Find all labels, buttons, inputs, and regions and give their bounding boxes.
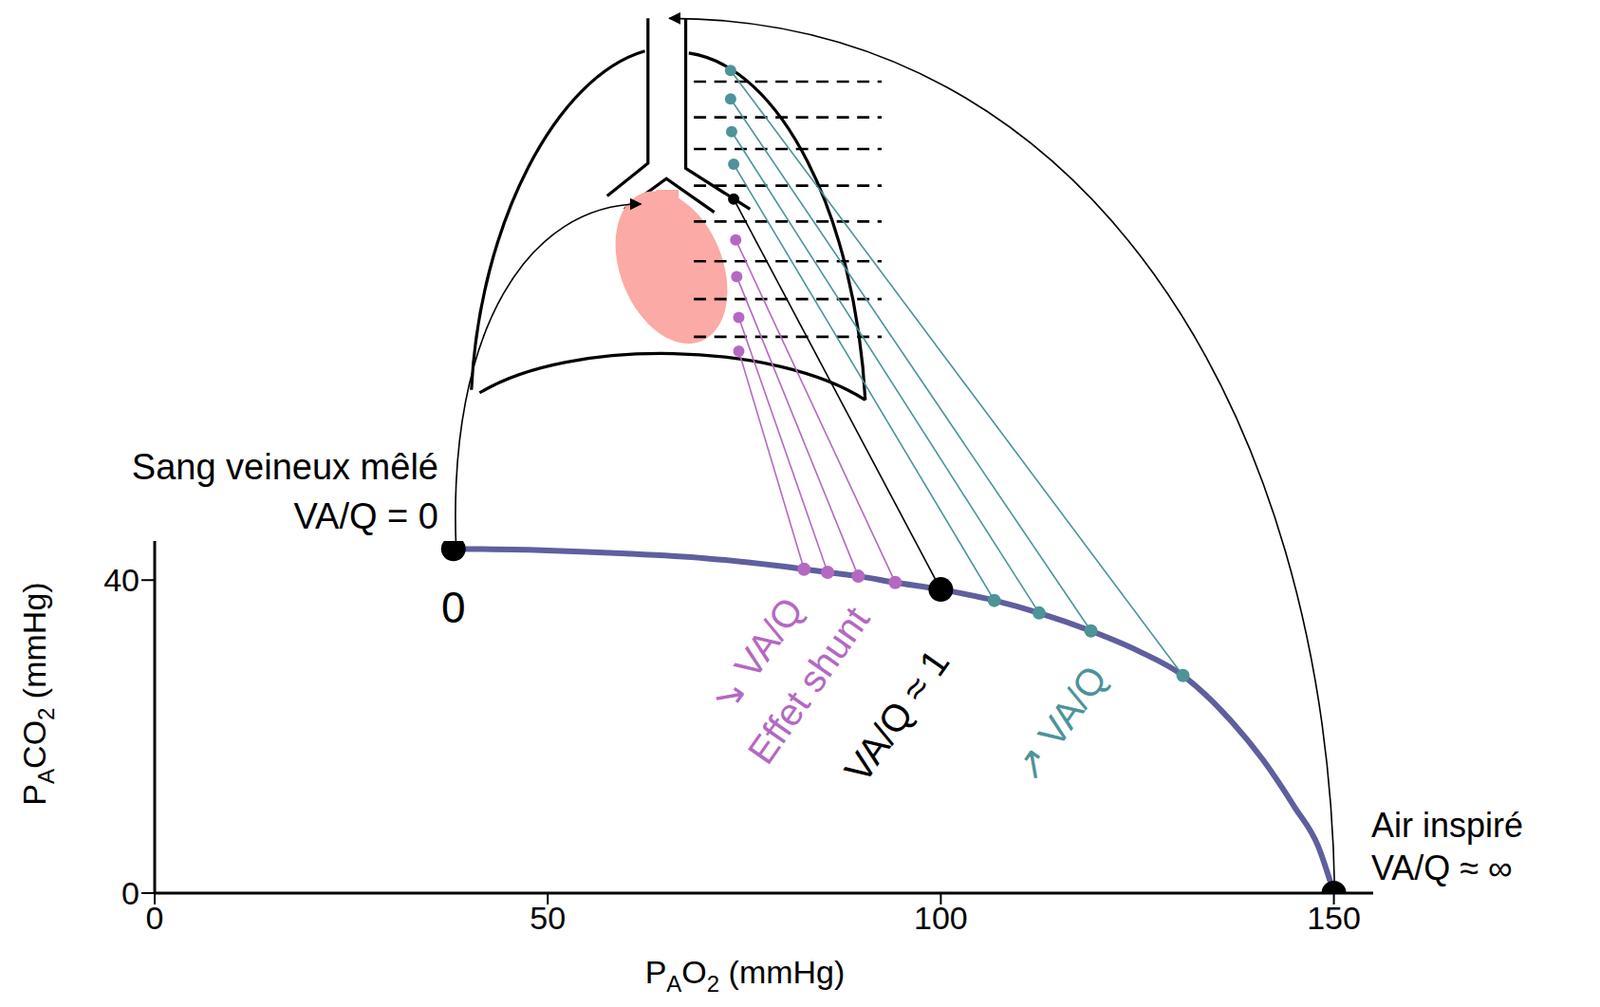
svg-text:0: 0 <box>121 874 140 912</box>
svg-text:VA/Q = 0: VA/Q = 0 <box>294 496 439 537</box>
svg-text:↗ VA/Q: ↗ VA/Q <box>1005 657 1116 789</box>
svg-text:0: 0 <box>146 899 165 936</box>
svg-text:VA/Q ≈ 1: VA/Q ≈ 1 <box>836 641 957 790</box>
svg-text:PAO2 (mmHg): PAO2 (mmHg) <box>645 953 846 997</box>
svg-text:Air inspiré: Air inspiré <box>1371 805 1524 845</box>
svg-text:VA/Q ≈ ∞: VA/Q ≈ ∞ <box>1371 848 1513 888</box>
svg-text:Sang veineux mêlé: Sang veineux mêlé <box>131 446 439 487</box>
svg-text:0: 0 <box>441 582 466 633</box>
svg-text:100: 100 <box>913 899 968 936</box>
svg-text:150: 150 <box>1306 899 1361 936</box>
svg-text:Effet shunt: Effet shunt <box>739 598 877 771</box>
svg-text:PACO2 (mmHg): PACO2 (mmHg) <box>16 581 59 805</box>
svg-text:↘ VA/Q: ↘ VA/Q <box>702 589 812 721</box>
svg-text:50: 50 <box>529 899 566 936</box>
svg-text:40: 40 <box>103 561 140 598</box>
